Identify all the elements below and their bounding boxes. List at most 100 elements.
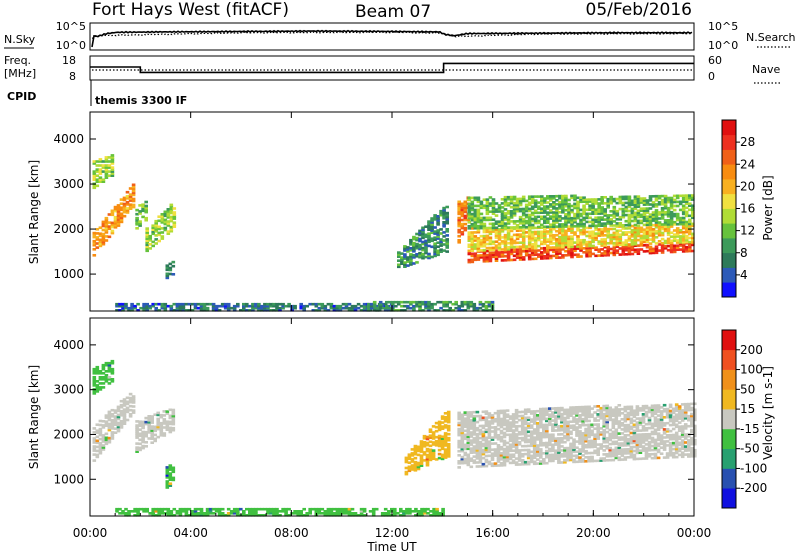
velocity-cell: [138, 442, 142, 446]
power-cell: [570, 204, 574, 208]
velocity-cell: [693, 438, 697, 442]
power-cell: [332, 306, 337, 310]
velocity-cell: [144, 445, 148, 448]
power-cell: [512, 233, 517, 237]
velocity-cell: [499, 452, 504, 455]
power-cell: [101, 166, 106, 169]
velocity-cell: [437, 438, 442, 442]
power-region-5: [397, 205, 449, 269]
power-cell: [540, 255, 544, 258]
power-cell: [323, 304, 328, 308]
power-cell: [427, 254, 431, 258]
power-cell: [172, 225, 177, 228]
velocity-cell: [596, 429, 600, 432]
power-cell: [645, 215, 650, 218]
power-cell: [678, 229, 683, 232]
velocity-cell: [557, 406, 561, 410]
velocity-cell: [104, 436, 109, 440]
velocity-cell: [147, 437, 151, 440]
velocity-cell: [166, 512, 171, 515]
power-cell: [130, 302, 134, 306]
power-cell: [624, 213, 629, 217]
power-colorbar-swatch: [722, 252, 736, 268]
velocity-cell: [410, 452, 415, 455]
power-cell: [257, 309, 261, 312]
velocity-cell: [472, 431, 477, 434]
velocity-cell: [635, 429, 640, 432]
velocity-cell: [548, 421, 552, 424]
power-cell: [633, 238, 638, 242]
power-cell: [503, 204, 508, 207]
power-cell: [600, 248, 604, 251]
velocity-cell: [168, 408, 173, 412]
power-cell: [494, 210, 499, 213]
power-cell: [214, 304, 219, 308]
velocity-cell: [629, 447, 634, 451]
power-cell: [145, 235, 149, 238]
power-cell: [101, 242, 106, 246]
velocity-cell: [95, 453, 100, 457]
velocity-cell: [575, 456, 579, 459]
velocity-cell: [617, 426, 622, 429]
power-cell: [537, 207, 541, 210]
velocity-cell: [520, 436, 525, 440]
power-cell: [603, 212, 607, 215]
velocity-cell: [617, 448, 622, 451]
velocity-region-0: [92, 392, 136, 462]
velocity-cell: [466, 457, 471, 461]
velocity-cell: [620, 412, 625, 415]
power-cell: [488, 218, 493, 222]
power-cell: [552, 238, 556, 241]
power-cell: [509, 235, 514, 239]
power-cell: [104, 176, 109, 179]
power-cell: [651, 247, 656, 251]
power-cell: [624, 197, 629, 201]
power-cell: [107, 166, 112, 169]
power-cell: [585, 230, 589, 234]
velocity-cell: [614, 410, 619, 413]
power-cell: [654, 213, 659, 216]
power-cell: [184, 302, 189, 306]
velocity-cell: [608, 454, 612, 458]
velocity-cell: [662, 448, 667, 451]
power-cell: [223, 304, 228, 308]
velocity-cell: [493, 452, 498, 455]
velocity-cell: [674, 455, 679, 459]
power-cell: [609, 233, 613, 237]
velocity-cell: [502, 451, 507, 455]
power-cell: [485, 226, 490, 230]
power-cell: [433, 250, 437, 254]
velocity-cell: [92, 390, 97, 393]
power-cell: [691, 206, 695, 209]
power-cell: [119, 208, 124, 212]
power-cell: [639, 234, 644, 238]
power-cell: [660, 225, 665, 229]
power-cell: [675, 239, 680, 242]
velocity-cell: [638, 439, 643, 442]
velocity-cell: [668, 429, 673, 433]
velocity-cell: [130, 510, 134, 513]
velocity-cell: [278, 514, 282, 517]
power-cell: [552, 246, 556, 249]
velocity-cell: [578, 436, 582, 439]
velocity-cell: [539, 419, 543, 423]
power-cell: [403, 249, 407, 252]
power-cell: [603, 214, 607, 217]
power-cell: [612, 231, 617, 235]
velocity-cell: [683, 447, 688, 450]
power-cell: [660, 231, 665, 235]
power-cell: [582, 198, 586, 201]
velocity-cell: [566, 414, 570, 418]
velocity-cell: [551, 443, 555, 447]
power-cell: [412, 300, 416, 304]
velocity-cell: [560, 414, 564, 418]
velocity-cell: [481, 418, 486, 422]
velocity-cell: [511, 425, 516, 428]
power-cell: [418, 247, 422, 251]
velocity-cell: [150, 425, 154, 428]
power-cell: [627, 215, 632, 219]
velocity-cell: [532, 462, 537, 466]
velocity-cell: [168, 466, 173, 469]
velocity-cell: [605, 406, 609, 410]
velocity-cell: [308, 512, 312, 515]
